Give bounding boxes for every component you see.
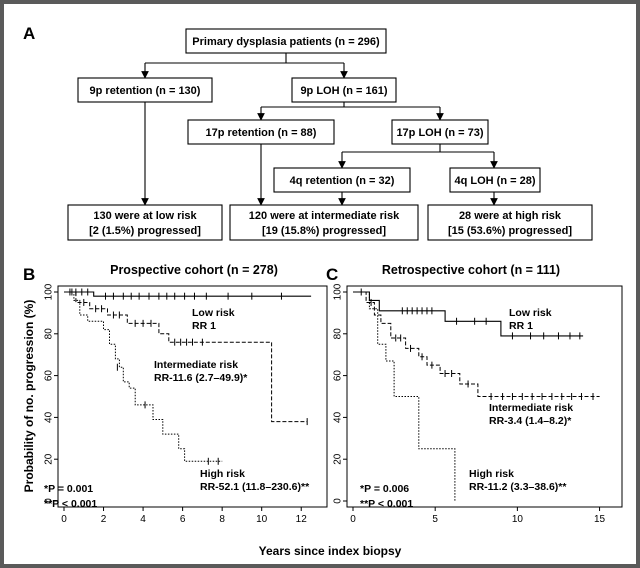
series-label: RR 1: [509, 320, 533, 332]
series-label: Low risk: [192, 307, 235, 319]
panel-label-a: A: [23, 24, 35, 43]
x-tick-label: 5: [432, 514, 438, 525]
x-axis-title: Years since index biopsy: [259, 544, 402, 558]
y-tick-label: 100: [44, 283, 55, 300]
box-17p-retention: 17p retention (n = 88): [206, 127, 317, 139]
y-tick-label: 0: [333, 498, 344, 504]
panel-label-c: C: [326, 265, 338, 284]
box-intermediate-risk-line1: 120 were at intermediate risk: [249, 210, 400, 222]
km-curve-low-risk: [64, 291, 312, 297]
y-tick-label: 80: [333, 328, 344, 340]
x-tick-label: 15: [594, 514, 606, 525]
y-tick-label: 40: [44, 411, 55, 423]
series-label: High risk: [469, 468, 514, 480]
km-chart-prospective: Prospective cohort (n = 278) 0 2 4 6 8 10 12 0 20…: [44, 263, 328, 525]
chart-title: Prospective cohort (n = 278): [110, 263, 278, 277]
box-high-risk-line2: [15 (53.6%) progressed]: [448, 225, 572, 237]
x-tick-label: 0: [61, 514, 67, 525]
flowchart-labels: Primary dysplasia patients (n = 296) 9p …: [89, 36, 572, 237]
box-low-risk-line2: [2 (1.5%) progressed]: [89, 225, 201, 237]
series-label: High risk: [200, 468, 245, 480]
chart-title: Retrospective cohort (n = 111): [382, 263, 560, 277]
series-label: Low risk: [509, 307, 552, 319]
box-17p-loh: 17p LOH (n = 73): [396, 127, 483, 139]
figure-svg: A B C: [22, 24, 623, 558]
series-label: RR-3.4 (1.4–8.2)*: [489, 415, 572, 427]
x-tick-label: 2: [101, 514, 107, 525]
x-tick-label: 8: [219, 514, 225, 525]
series-label: RR-52.1 (11.8–230.6)**: [200, 481, 310, 493]
series-label: Intermediate risk: [489, 402, 573, 414]
km-curve-intermediate-risk: [353, 291, 600, 397]
series-label: RR-11.6 (2.7–49.9)*: [154, 372, 248, 384]
plot-frame: [57, 285, 328, 508]
x-tick-label: 10: [512, 514, 524, 525]
series-label: RR-11.2 (3.3–38.6)**: [469, 481, 567, 493]
y-tick-label: 20: [333, 453, 344, 465]
y-tick-label: 20: [44, 453, 55, 465]
figure-panel: A B C: [4, 4, 636, 564]
p-value-label: **P < 0.001: [360, 498, 413, 510]
y-tick-label: 80: [44, 328, 55, 340]
box-9p-loh: 9p LOH (n = 161): [300, 85, 387, 97]
y-tick-label: 100: [333, 283, 344, 300]
x-tick-label: 0: [350, 514, 356, 525]
box-root: Primary dysplasia patients (n = 296): [192, 36, 380, 48]
km-curve-high-risk: [353, 291, 456, 501]
y-axis-title: Probability of no. progression (%): [22, 300, 36, 493]
y-tick-label: 0: [44, 498, 55, 504]
panel-label-b: B: [23, 265, 35, 284]
x-tick-label: 4: [140, 514, 146, 525]
y-tick-label: 60: [333, 370, 344, 382]
p-value-label: *P = 0.001: [44, 483, 93, 495]
x-tick-label: 12: [296, 514, 308, 525]
plot-frame: [346, 285, 623, 508]
x-tick-label: 6: [180, 514, 186, 525]
series-label: RR 1: [192, 320, 216, 332]
series-label: Intermediate risk: [154, 359, 238, 371]
p-value-label: **P < 0.001: [44, 498, 97, 510]
p-value-label: *P = 0.006: [360, 483, 409, 495]
flowchart: [67, 28, 593, 241]
y-tick-label: 40: [333, 411, 344, 423]
km-curve-intermediate-risk: [64, 291, 308, 423]
x-tick-label: 10: [256, 514, 268, 525]
box-low-risk-line1: 130 were at low risk: [93, 210, 197, 222]
box-9p-retention: 9p retention (n = 130): [90, 85, 201, 97]
km-chart-retrospective: Retrospective cohort (n = 111) 0 5 10 15 0 20 4…: [333, 263, 623, 525]
box-intermediate-risk-line2: [19 (15.8%) progressed]: [262, 225, 386, 237]
y-tick-label: 60: [44, 370, 55, 382]
box-4q-loh: 4q LOH (n = 28): [455, 175, 536, 187]
km-curve-high-risk: [64, 291, 223, 462]
box-4q-retention: 4q retention (n = 32): [290, 175, 395, 187]
box-high-risk-line1: 28 were at high risk: [459, 210, 562, 222]
